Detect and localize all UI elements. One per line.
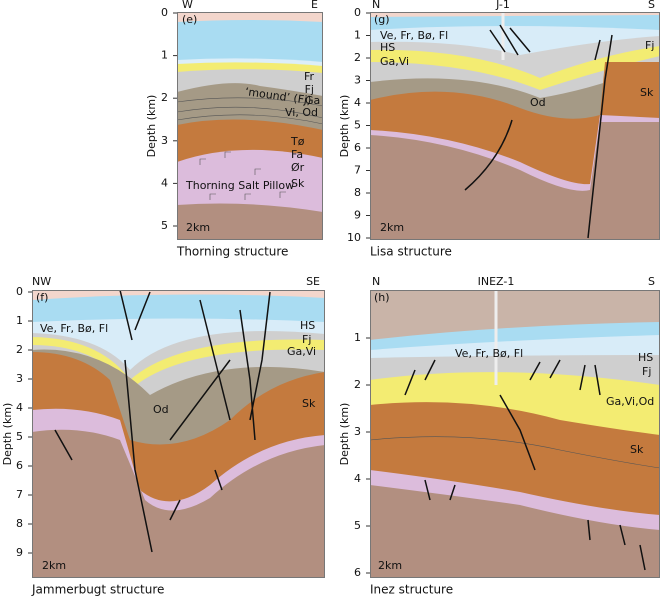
depth-tick-label: 9 [354,209,361,222]
unit: Fa [291,148,303,161]
caption: Jammerbugt structure [31,583,164,597]
unit: Sk [630,443,644,456]
unit: Thorning Salt Pillow [185,179,294,192]
depth-tick-label: 0 [161,6,168,19]
unit: Ga [305,94,320,107]
unit: Sk [640,86,654,99]
depth-tick-label: 4 [161,176,168,189]
unit: Fj [302,333,311,346]
unit: Sk [302,397,316,410]
unit: Fj [645,39,654,52]
section-f [32,290,325,578]
unit: Ga,Vi,Od [606,395,654,408]
depth-tick-label: 9 [16,546,23,559]
unit: HS [380,41,395,54]
depth-tick-label: 2 [354,51,361,64]
unit: Tø [290,135,305,148]
unit: Ve, Fr, Bø, Fl [455,347,523,360]
unit: Ve, Fr, Bø, Fl [380,29,448,42]
unit: Od [530,96,546,109]
section-g [370,12,660,240]
unit: Fj [305,83,314,96]
direction: S [648,0,655,11]
scale-bar: 2km [380,221,404,234]
direction: S [648,275,655,288]
depth-tick-label: 3 [161,134,168,147]
panel-label: (g) [374,13,390,26]
depth-tick-label: 2 [161,91,168,104]
depth-tick-label: 7 [354,164,361,177]
depth-tick-label: 4 [354,96,361,109]
depth-tick-label: 5 [16,430,23,443]
depth-tick-label: 2 [354,378,361,391]
unit: Ør [291,161,305,174]
unit: Ve, Fr, Bø, Fl [40,322,108,335]
unit: Fr [304,70,315,83]
well: J-1 [495,0,510,11]
section-h [370,290,660,578]
direction: E [311,0,318,11]
depth-tick-label: 3 [16,372,23,385]
unit: Fj [642,365,651,378]
unit: Sk [291,177,305,190]
unit: Ga,Vi [380,55,409,68]
depth-tick-label: 0 [354,6,361,19]
depth-tick-label: 4 [16,401,23,414]
caption: Inez structure [370,583,453,597]
panel-label: (f) [36,291,48,304]
depth-tick-label: 4 [354,472,361,485]
unit: Ga,Vi [287,345,316,358]
direction: N [372,275,380,288]
section-e [177,12,323,240]
direction: SE [306,275,320,288]
depth-tick-label: 8 [16,517,23,530]
depth-tick-label: 10 [347,231,361,244]
depth-tick-label: 1 [354,29,361,42]
axis-title: Depth (km) [1,403,14,466]
depth-tick-label: 5 [161,219,168,232]
direction: N [372,0,380,11]
axis-title: Depth (km) [145,95,158,158]
caption: Thorning structure [176,245,288,259]
axis-title: Depth (km) [338,403,351,466]
depth-tick-label: 3 [354,425,361,438]
unit: HS [638,351,653,364]
depth-tick-label: 1 [354,331,361,344]
unit: HS [300,319,315,332]
scale-bar: 2km [378,559,402,572]
depth-tick-label: 6 [354,141,361,154]
scale-bar: 2km [42,559,66,572]
panel-label: (h) [374,291,390,304]
well: INEZ-1 [478,275,515,288]
depth-tick-label: 2 [16,343,23,356]
panel-label: (e) [182,13,197,26]
depth-tick-label: 7 [16,488,23,501]
scale-bar: 2km [186,221,210,234]
depth-tick-label: 6 [354,566,361,579]
depth-tick-label: 3 [354,74,361,87]
unit: Od [153,403,169,416]
depth-tick-label: 0 [16,285,23,298]
depth-tick-label: 6 [16,459,23,472]
unit: Vi, Od [285,106,318,119]
depth-tick-label: 5 [354,119,361,132]
axis-title: Depth (km) [338,95,351,158]
depth-tick-label: 5 [354,519,361,532]
direction: NW [32,275,51,288]
depth-tick-label: 1 [16,314,23,327]
direction: W [182,0,193,11]
depth-tick-label: 8 [354,186,361,199]
caption: Lisa structure [370,245,452,259]
depth-tick-label: 1 [161,49,168,62]
